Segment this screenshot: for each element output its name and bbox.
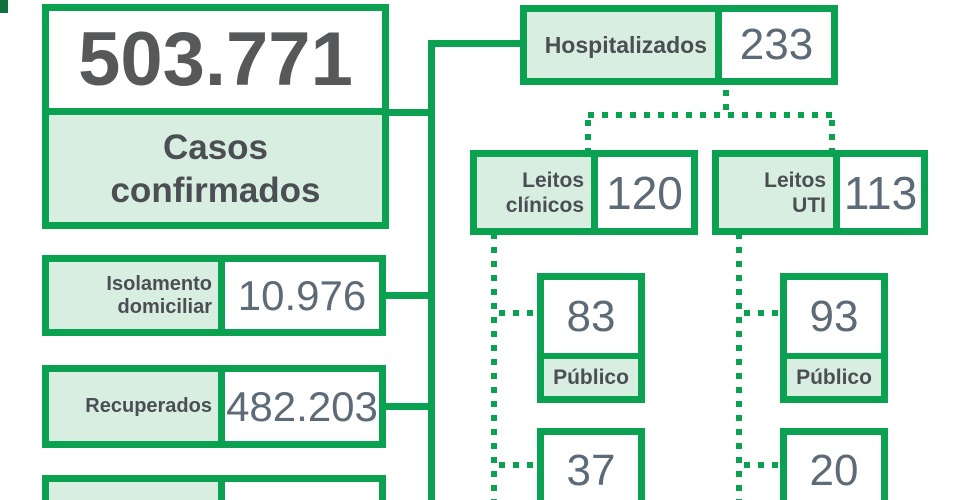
clinical-public-box: 83 Público — [537, 273, 645, 403]
dotted-branch-clinical-public — [499, 310, 537, 316]
connector-recovered-to-trunk — [380, 403, 435, 410]
confirmed-cases-label-line1: Casos — [162, 127, 269, 167]
dotted-drop-icu — [829, 120, 835, 150]
dotted-drop-clinical — [585, 120, 591, 150]
confirmed-cases-value: 503.771 — [78, 17, 353, 102]
dotted-branch-icu-public — [744, 310, 780, 316]
home-isolation-value: 10.976 — [237, 271, 367, 319]
hospitalized-box: Hospitalizados 233 — [520, 5, 838, 85]
home-isolation-box: Isolamento domiciliar 10.976 — [42, 255, 386, 336]
dotted-branch-icu-second — [744, 462, 780, 468]
icu-public-label: Público — [787, 353, 881, 396]
clinical-beds-label-line1: Leitos — [522, 168, 584, 192]
cutoff-bottom-row-box — [42, 475, 386, 500]
clinical-beds-value: 120 — [606, 166, 683, 219]
recovered-label-line1: Recuperados — [85, 395, 212, 417]
clinical-public-value: 83 — [566, 291, 616, 341]
icu-beds-label-line2: UTI — [792, 193, 826, 217]
clinical-beds-label-line2: clínicos — [505, 193, 584, 217]
trunk-line — [428, 40, 435, 500]
clinical-beds-box: Leitos clínicos 120 — [470, 150, 698, 235]
clinical-beds-label: Leitos clínicos — [477, 157, 598, 228]
clinical-second-value: 37 — [566, 445, 616, 495]
recovered-box: Recuperados 482.203 — [42, 365, 386, 448]
dotted-branch-clinical-second — [499, 462, 537, 468]
recovered-value: 482.203 — [226, 382, 378, 430]
icu-beds-label: Leitos UTI — [719, 157, 840, 228]
hospitalized-value: 233 — [739, 20, 814, 69]
icu-beds-box: Leitos UTI 113 — [712, 150, 928, 235]
dotted-vertical-icu — [736, 233, 742, 500]
connector-trunk-to-hospitalized — [428, 40, 520, 47]
confirmed-cases-label-line2: confirmados — [110, 170, 321, 210]
dotted-spine — [588, 112, 838, 118]
connector-isolation-to-trunk — [380, 292, 435, 299]
hospitalized-label: Hospitalizados — [527, 12, 722, 78]
icu-beds-value: 113 — [843, 166, 918, 219]
cutoff-row-value — [225, 482, 379, 500]
connector-confirmed-to-trunk — [385, 109, 435, 116]
home-isolation-label: Isolamento domiciliar — [49, 262, 225, 329]
icu-public-box: 93 Público — [780, 273, 888, 403]
clinical-second-box: 37 — [537, 428, 645, 500]
confirmed-cases-box: 503.771 Casos confirmados — [42, 4, 389, 229]
home-isolation-label-line1: Isolamento — [106, 272, 212, 295]
dotted-hospitalized-stub — [723, 90, 729, 114]
icu-second-box: 20 — [780, 428, 888, 500]
icu-public-value: 93 — [809, 291, 859, 341]
confirmed-cases-label: Casos confirmados — [49, 108, 382, 222]
corner-logo-fragment — [0, 0, 8, 13]
recovered-label: Recuperados — [49, 372, 225, 441]
clinical-public-label: Público — [544, 353, 638, 396]
home-isolation-label-line2: domiciliar — [117, 295, 212, 318]
icu-second-value: 20 — [809, 445, 859, 495]
cutoff-row-label — [49, 482, 225, 500]
dotted-vertical-clinical — [491, 233, 497, 500]
icu-beds-label-line1: Leitos — [764, 168, 826, 192]
